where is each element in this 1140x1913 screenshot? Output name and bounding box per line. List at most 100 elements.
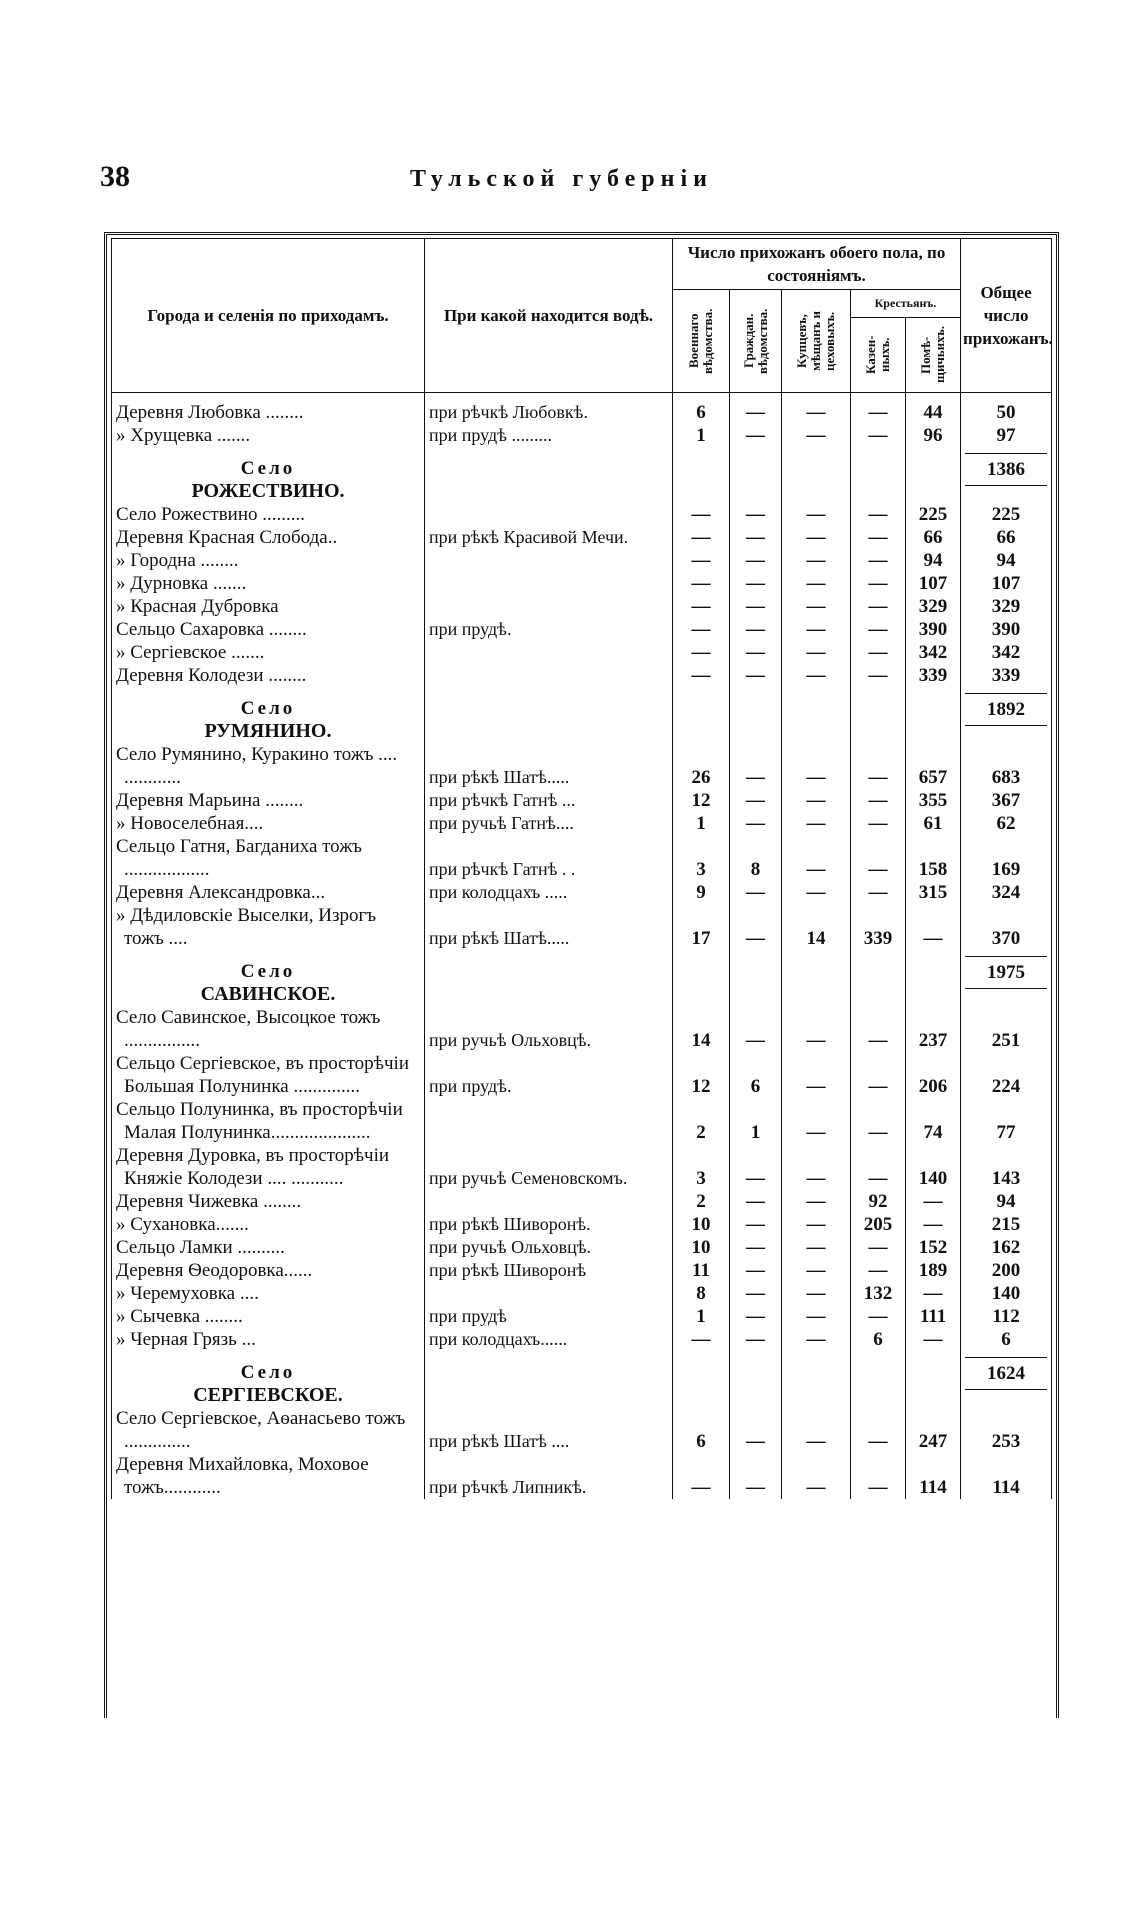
count: 200 [960, 1259, 1053, 1282]
count: — [672, 618, 730, 641]
count: — [850, 1236, 906, 1259]
col-military: Военнаго вѣдомства. [686, 308, 715, 374]
count: — [781, 1098, 851, 1144]
count: 92 [850, 1190, 906, 1213]
count: — [729, 641, 782, 664]
count: 205 [850, 1213, 906, 1236]
empty-cell [672, 447, 730, 503]
count: — [781, 503, 851, 526]
table-row: » Дурновка ....... — — — —107 107 [111, 572, 1053, 595]
empty-cell [781, 447, 851, 503]
place-name: » Сергіевское ....... [111, 641, 425, 664]
empty-cell [781, 1351, 851, 1407]
count: — [729, 1213, 782, 1236]
section-total-cell: 1975 [960, 950, 1053, 1006]
place-name: Деревня Марьина ........ [111, 789, 425, 812]
water-source: при рѣчкѣ Гатнѣ . . [424, 835, 673, 881]
count: — [672, 572, 730, 595]
count: 14 [781, 904, 851, 950]
table-row: Село Рожествино ......... — — — —225 225 [111, 503, 1053, 526]
section-total-cell: 1386 [960, 447, 1053, 503]
count: — [781, 1006, 851, 1052]
count: — [729, 392, 782, 424]
table-row: Село Сергіевское, Аѳанасьево тожъ ......… [111, 1407, 1053, 1453]
water-source: при прудѣ ......... [424, 424, 673, 447]
count: 10 [672, 1236, 730, 1259]
count: — [781, 526, 851, 549]
col-private-cell: Помѣ-щичьихъ. [904, 317, 962, 393]
count: — [781, 618, 851, 641]
count: 315 [904, 881, 962, 904]
count: 6 [729, 1052, 782, 1098]
place-name: » Дѣдиловскіе Выселки, Изрогъ тожъ .... [111, 904, 425, 950]
place-name: » Сычевка ........ [111, 1305, 425, 1328]
count: — [729, 1407, 782, 1453]
count: — [729, 881, 782, 904]
count: — [729, 1453, 782, 1499]
count: — [850, 1144, 906, 1190]
water-source: при рѣкѣ Шиворонѣ. [424, 1213, 673, 1236]
count: 189 [904, 1259, 962, 1282]
count: — [850, 424, 906, 447]
table-row: » Новоселебная.... при ручьѣ Гатнѣ.... 1— —… [111, 812, 1053, 835]
count: — [850, 1006, 906, 1052]
count: 324 [960, 881, 1053, 904]
count: 370 [960, 904, 1053, 950]
table-row: Деревня Колодези ........ — — — —339 339 [111, 664, 1053, 687]
place-name: Деревня Ѳеодоровка...... [111, 1259, 425, 1282]
place-name: » Красная Дубровка [111, 595, 425, 618]
count: 2 [672, 1190, 730, 1213]
empty-cell [904, 447, 962, 503]
count: 251 [960, 1006, 1053, 1052]
count: — [672, 549, 730, 572]
count: — [672, 526, 730, 549]
empty-cell [424, 950, 673, 1006]
count: 12 [672, 1052, 730, 1098]
water-source [424, 503, 673, 526]
count: 6 [960, 1328, 1053, 1351]
table-row: » Черемуховка .... 8— —132—140 [111, 1282, 1053, 1305]
count: — [781, 549, 851, 572]
place-name: » Дурновка ....... [111, 572, 425, 595]
table-row: » Красная Дубровка — — — —329 329 [111, 595, 1053, 618]
count: 152 [904, 1236, 962, 1259]
empty-cell [850, 687, 906, 743]
count: — [781, 1213, 851, 1236]
count: 215 [960, 1213, 1053, 1236]
count: 3 [672, 1144, 730, 1190]
place-name: » Черемуховка .... [111, 1282, 425, 1305]
section-total-cell: 1624 [960, 1351, 1053, 1407]
empty-cell [850, 1351, 906, 1407]
count: 11 [672, 1259, 730, 1282]
col-military-cell: Военнаго вѣдомства. [672, 289, 730, 393]
count: 1 [672, 424, 730, 447]
col-group: Число прихожанъ обоего пола, по состояні… [671, 238, 962, 290]
count: 342 [904, 641, 962, 664]
count: 367 [960, 789, 1053, 812]
table-row: Деревня Михайловка, Моховое тожъ........… [111, 1453, 1053, 1499]
empty-cell [781, 950, 851, 1006]
count: — [850, 881, 906, 904]
count: 140 [904, 1144, 962, 1190]
section-title: САВИНСКОЕ. [200, 983, 336, 1005]
section-total: 1386 [965, 453, 1048, 486]
empty-cell [850, 950, 906, 1006]
count: — [781, 812, 851, 835]
count: 66 [960, 526, 1053, 549]
table-row: Село Савинское, Высоцкое тожъ ..........… [111, 1006, 1053, 1052]
water-source: при рѣкѣ Красивой Мечи. [424, 526, 673, 549]
count: 14 [672, 1006, 730, 1052]
col-civil-cell: Граждан. вѣдомства. [729, 289, 782, 393]
water-source: при ручьѣ Гатнѣ.... [424, 812, 673, 835]
count: — [672, 664, 730, 687]
water-source: при рѣчкѣ Гатнѣ ... [424, 789, 673, 812]
table-row: Сельцо Сергіевское, въ просторѣчіи Больш… [111, 1052, 1053, 1098]
count: 10 [672, 1213, 730, 1236]
count: 107 [904, 572, 962, 595]
count: — [781, 1453, 851, 1499]
section-total: 1624 [965, 1357, 1048, 1390]
water-source [424, 1190, 673, 1213]
col-total: Общее число прихожанъ. [960, 238, 1053, 393]
section-label: Село [240, 961, 296, 982]
count: — [729, 526, 782, 549]
